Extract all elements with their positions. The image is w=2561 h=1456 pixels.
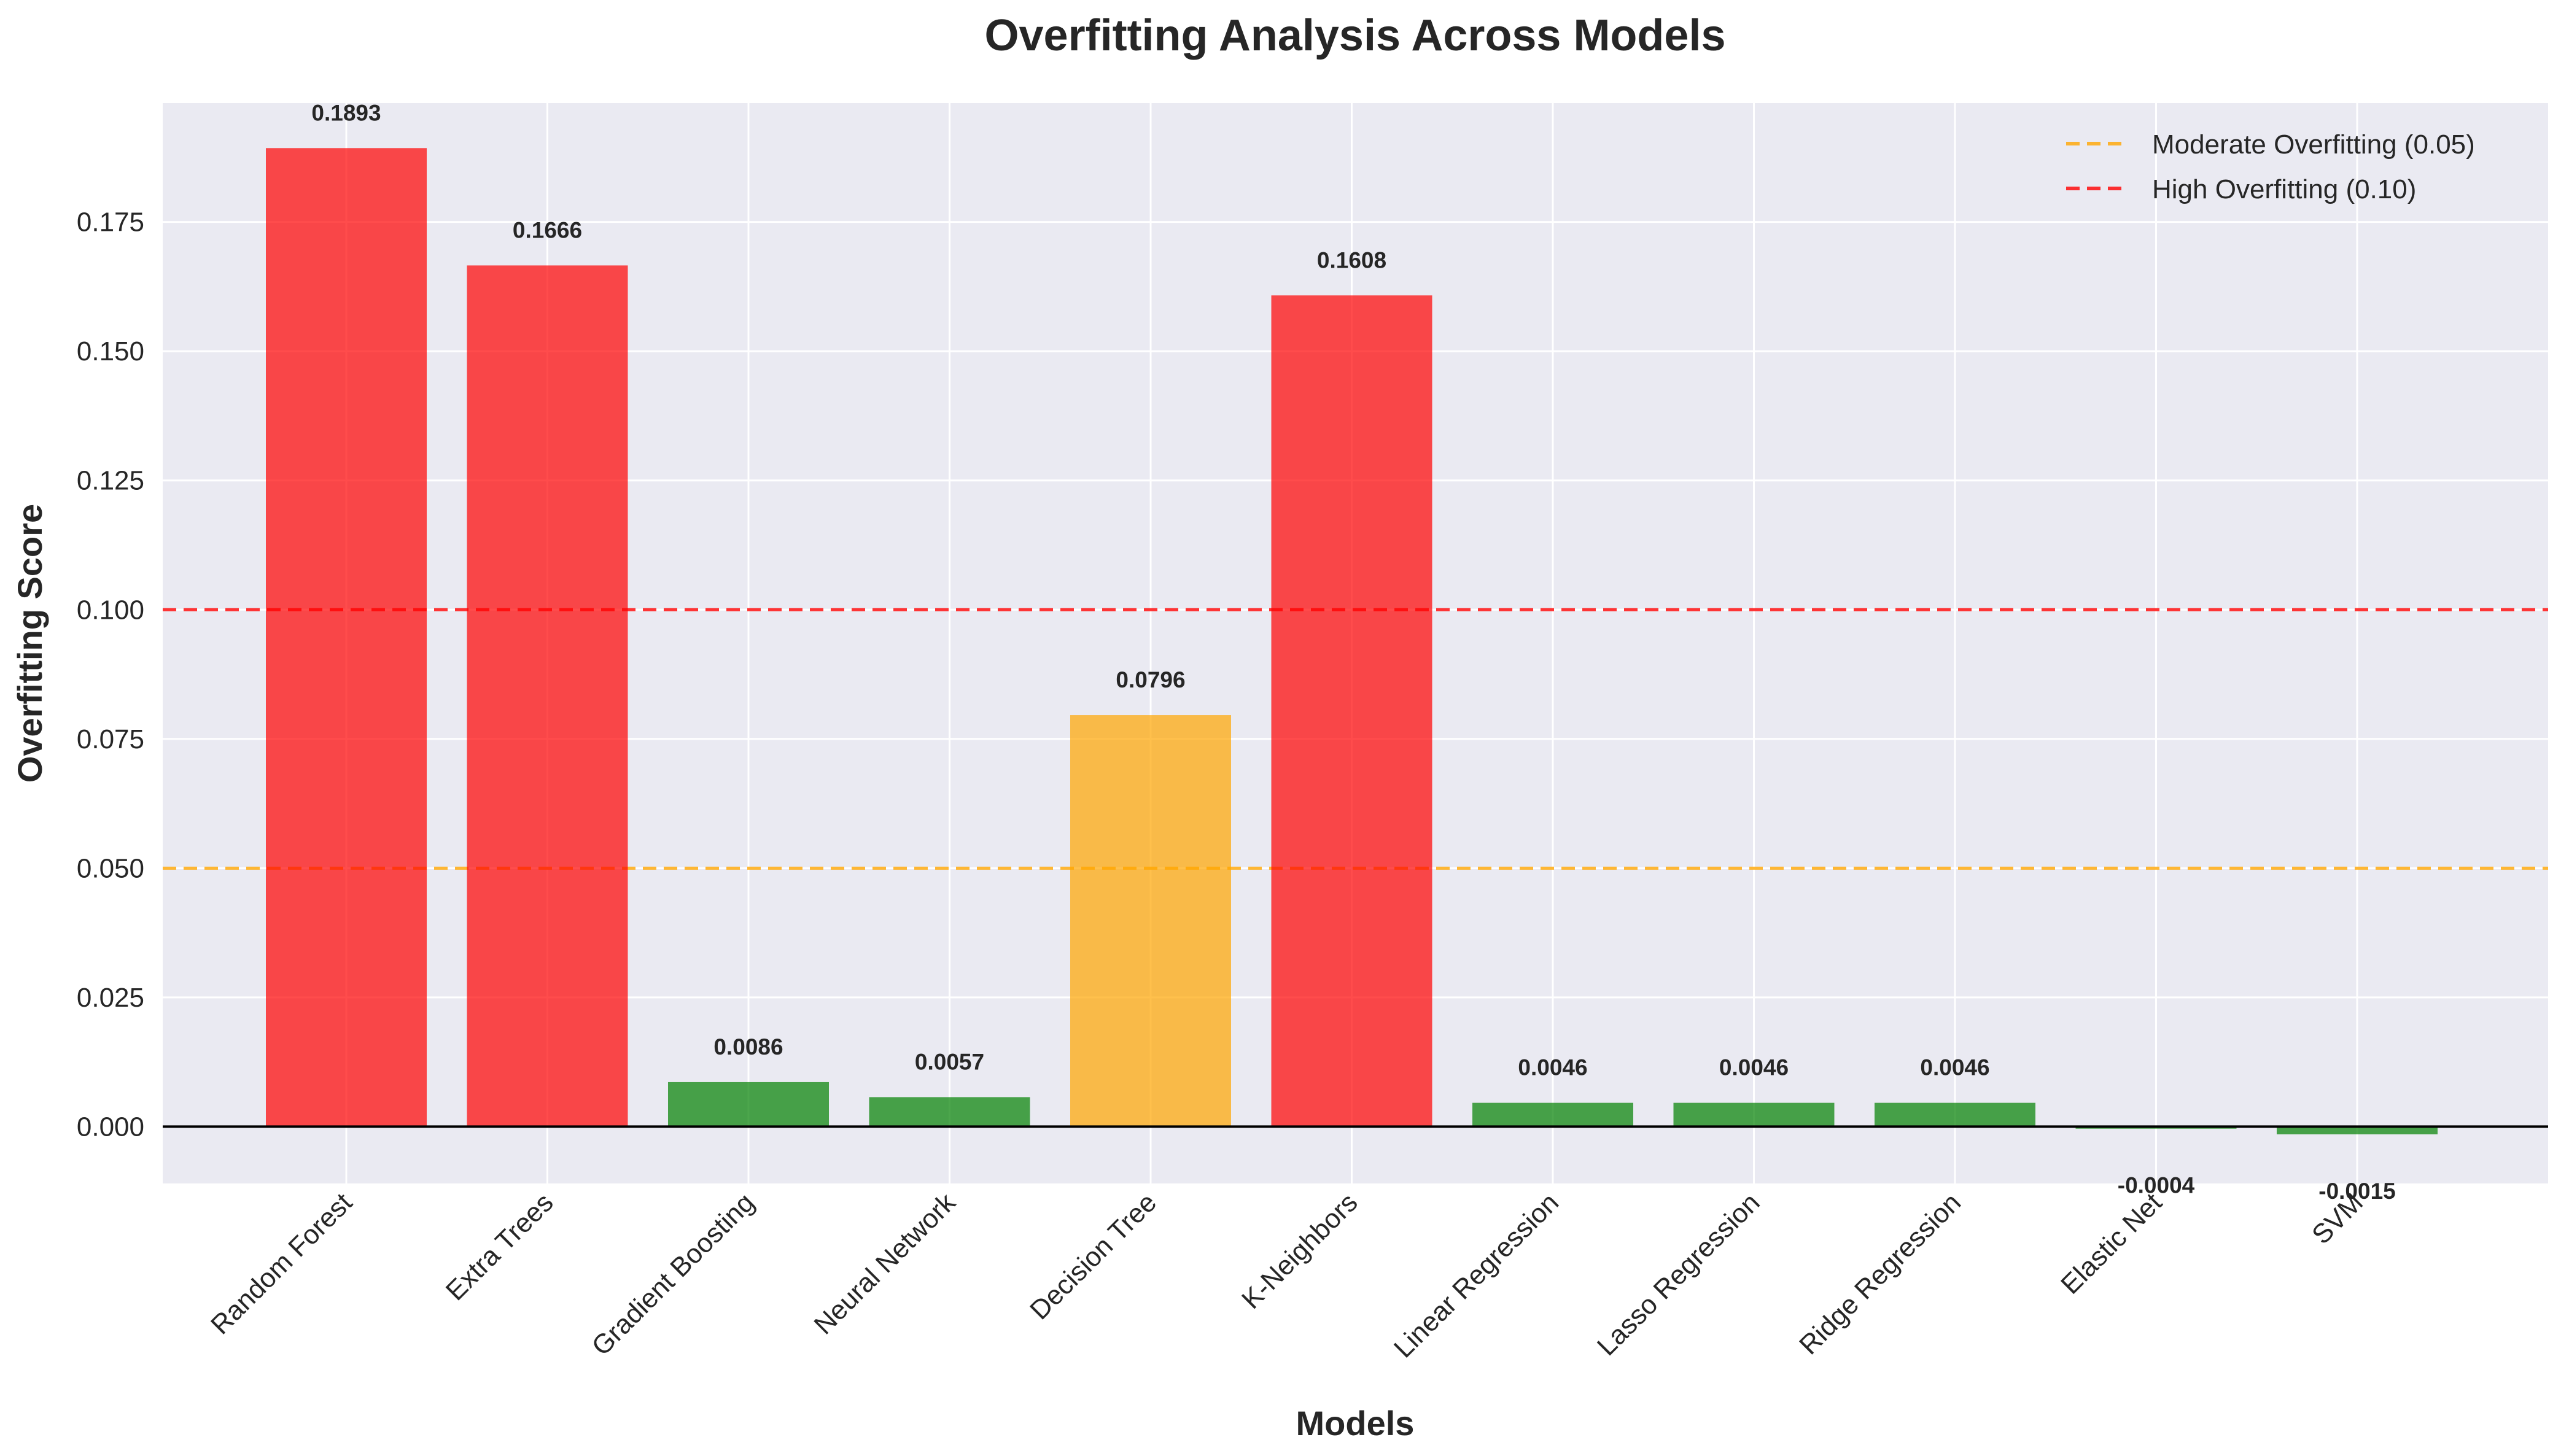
bar — [1673, 1102, 1835, 1127]
y-tick-labels: 0.000 0.025 0.050 0.075 0.100 0.125 0.150 0.175 — [77, 207, 144, 1142]
x-tick-label: Lasso Regression — [1591, 1187, 1766, 1361]
data-label: -0.0015 — [2318, 1179, 2396, 1204]
data-label: 0.0046 — [1719, 1055, 1789, 1080]
legend-label-moderate: Moderate Overfitting (0.05) — [2152, 130, 2475, 160]
bar — [1875, 1102, 2035, 1127]
data-labels: 0.1893 0.1666 0.0086 0.0057 0.0796 0.1608 0.00… — [311, 100, 2395, 1204]
y-tick-label: 0.050 — [77, 853, 144, 883]
y-axis-label: Overfitting Score — [10, 504, 49, 783]
bar — [2277, 1126, 2438, 1134]
x-tick-label: Neural Network — [809, 1187, 962, 1341]
y-tick-label: 0.075 — [77, 724, 144, 754]
y-tick-label: 0.025 — [77, 983, 144, 1013]
x-tick-label: K-Neighbors — [1236, 1187, 1364, 1315]
data-label: 0.0057 — [915, 1049, 984, 1074]
bar — [467, 265, 628, 1127]
x-tick-label: Gradient Boosting — [586, 1187, 760, 1361]
bar — [668, 1082, 829, 1127]
data-label: 0.0046 — [1920, 1055, 1989, 1080]
y-tick-label: 0.150 — [77, 336, 144, 366]
x-tick-labels: Random Forest Extra Trees Gradient Boostin… — [205, 1187, 2369, 1364]
bars — [266, 148, 2438, 1134]
x-tick-label: Linear Regression — [1388, 1187, 1564, 1363]
y-tick-label: 0.175 — [77, 207, 144, 238]
data-label: -0.0004 — [2118, 1173, 2195, 1198]
bar — [1070, 715, 1231, 1127]
y-tick-label: 0.000 — [77, 1112, 144, 1142]
data-label: 0.1893 — [311, 100, 381, 125]
y-tick-label: 0.100 — [77, 595, 144, 625]
bar — [1271, 295, 1432, 1127]
legend: Moderate Overfitting (0.05) High Overfit… — [2066, 130, 2475, 204]
x-tick-label: Random Forest — [205, 1187, 358, 1340]
data-label: 0.0046 — [1518, 1055, 1587, 1080]
bar — [869, 1097, 1030, 1127]
x-tick-label: Decision Tree — [1024, 1187, 1162, 1325]
bar — [266, 148, 427, 1127]
y-tick-label: 0.125 — [77, 466, 144, 496]
data-label: 0.0796 — [1116, 667, 1185, 692]
data-label: 0.1666 — [513, 217, 582, 242]
bar — [1472, 1102, 1633, 1127]
x-tick-label: Extra Trees — [440, 1187, 559, 1306]
x-tick-label: Ridge Regression — [1793, 1187, 1967, 1360]
x-tick-label: Elastic Net — [2055, 1187, 2167, 1299]
data-label: 0.1608 — [1317, 247, 1386, 273]
legend-label-high: High Overfitting (0.10) — [2152, 174, 2416, 204]
chart-title: Overfitting Analysis Across Models — [985, 11, 1726, 60]
data-label: 0.0086 — [713, 1034, 783, 1059]
x-axis-label: Models — [1296, 1404, 1415, 1442]
